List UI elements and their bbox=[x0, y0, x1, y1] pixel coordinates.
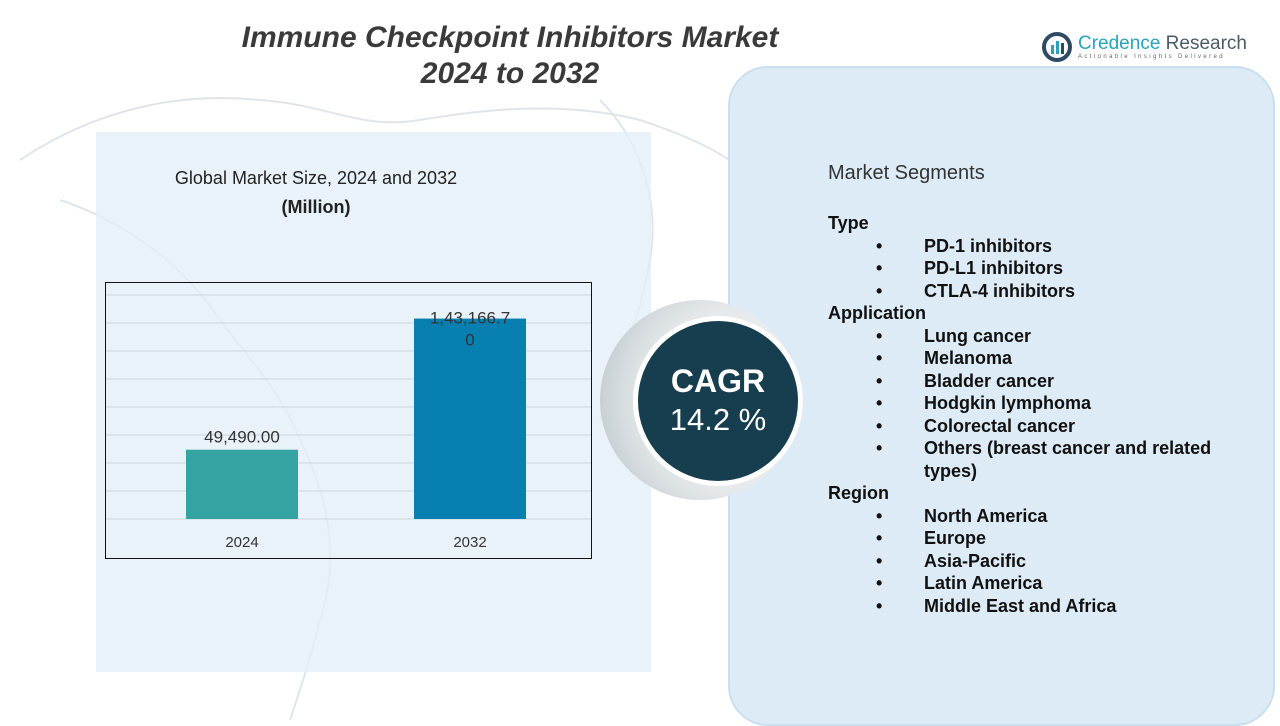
segment-item: • Hodgkin lymphoma bbox=[828, 392, 1248, 415]
bullet-icon: • bbox=[876, 348, 883, 368]
segment-group-heading: Region bbox=[828, 483, 889, 503]
segment-item-label: North America bbox=[924, 505, 1048, 526]
segment-item: • Asia-Pacific bbox=[828, 550, 1248, 573]
segment-item: • Bladder cancer bbox=[828, 370, 1248, 393]
segments-list: Type • PD-1 inhibitors • PD-L1 inhibitors • CT… bbox=[828, 212, 1248, 617]
bullet-icon: • bbox=[876, 505, 883, 526]
segment-item-label: Melanoma bbox=[924, 348, 1013, 368]
bar-2032 bbox=[414, 318, 526, 519]
bullet-icon: • bbox=[876, 438, 883, 458]
chart-title: Global Market Size, 2024 and 2032 bbox=[174, 168, 458, 188]
segment-item-label: Colorectal cancer bbox=[924, 415, 1076, 436]
data-label: 49,490.00 bbox=[204, 428, 280, 447]
bullet-icon: • bbox=[876, 325, 883, 346]
chart-subtitle: (Million) bbox=[281, 197, 351, 217]
segment-item-label: PD-1 inhibitors bbox=[924, 235, 1053, 256]
logo-name-part1: Credence bbox=[1078, 33, 1161, 54]
credence-research-logo: Credence Research Actionable Insights De… bbox=[1042, 32, 1247, 62]
segment-item: • Latin America bbox=[828, 572, 1248, 595]
bullet-icon: • bbox=[876, 370, 883, 391]
bar-2024 bbox=[186, 449, 298, 519]
segment-item-label: CTLA-4 inhibitors bbox=[924, 280, 1075, 301]
bullet-icon: • bbox=[876, 528, 883, 548]
bullet-icon: • bbox=[876, 573, 883, 593]
logo-icon bbox=[1042, 32, 1072, 62]
cagr-label: CAGR bbox=[670, 363, 766, 399]
segment-item-label: Asia-Pacific bbox=[924, 550, 1027, 571]
segment-item-label: Latin America bbox=[924, 573, 1043, 593]
logo-name: Credence Research bbox=[1078, 34, 1247, 54]
cagr-value: 14.2 % bbox=[669, 402, 767, 437]
segments-panel bbox=[728, 66, 1275, 726]
segment-item-label: Lung cancer bbox=[924, 325, 1032, 346]
segment-item-label: Europe bbox=[924, 528, 987, 548]
logo-name-part2: Research bbox=[1160, 33, 1247, 54]
segment-item: • Middle East and Africa bbox=[828, 595, 1248, 618]
bar-chart-svg: 49,490.00 2024 1,43,166.7 0 2032 bbox=[106, 294, 591, 551]
chart-panel bbox=[96, 132, 651, 672]
data-label-wrap: 0 bbox=[465, 331, 474, 350]
segment-item: • Colorectal cancer bbox=[828, 415, 1248, 438]
title-line-2: 2024 to 2032 bbox=[420, 57, 600, 90]
x-tick-label: 2024 bbox=[225, 534, 258, 551]
segment-item: • CTLA-4 inhibitors bbox=[828, 280, 1248, 303]
segment-item-label: PD-L1 inhibitors bbox=[924, 258, 1063, 278]
bullet-icon: • bbox=[876, 415, 883, 436]
segment-item-label: Bladder cancer bbox=[924, 370, 1055, 391]
bullet-icon: • bbox=[876, 258, 883, 278]
segment-item-label: Hodgkin lymphoma bbox=[924, 393, 1092, 413]
segment-item-label: Others (breast cancer and related types) bbox=[924, 438, 1212, 481]
segment-group-heading: Type bbox=[828, 213, 869, 233]
bullet-icon: • bbox=[876, 595, 883, 616]
segment-item: • PD-1 inhibitors bbox=[828, 235, 1248, 258]
bar-chart: 49,490.00 2024 1,43,166.7 0 2032 bbox=[105, 282, 592, 559]
title-line-1: Immune Checkpoint Inhibitors Market bbox=[241, 21, 779, 54]
data-label: 1,43,166.7 bbox=[430, 309, 510, 328]
segment-group-heading: Application bbox=[828, 303, 926, 323]
segment-item: • Others (breast cancer and related types… bbox=[828, 437, 1248, 482]
segment-item-label: Middle East and Africa bbox=[924, 595, 1117, 616]
logo-tagline: Actionable Insights Delivered bbox=[1078, 54, 1225, 60]
segment-item: • Europe bbox=[828, 527, 1248, 550]
segment-item: • Lung cancer bbox=[828, 325, 1248, 348]
bullet-icon: • bbox=[876, 280, 883, 301]
bullet-icon: • bbox=[876, 550, 883, 571]
segment-item: • Melanoma bbox=[828, 347, 1248, 370]
bullet-icon: • bbox=[876, 393, 883, 413]
segments-title: Market Segments bbox=[828, 162, 985, 184]
cagr-badge: CAGR 14.2 % bbox=[633, 316, 803, 486]
segment-item: • PD-L1 inhibitors bbox=[828, 257, 1248, 280]
segment-item: • North America bbox=[828, 505, 1248, 528]
x-tick-label: 2032 bbox=[453, 534, 486, 551]
bullet-icon: • bbox=[876, 235, 883, 256]
page-title: Immune Checkpoint Inhibitors Market 2024… bbox=[180, 20, 840, 92]
